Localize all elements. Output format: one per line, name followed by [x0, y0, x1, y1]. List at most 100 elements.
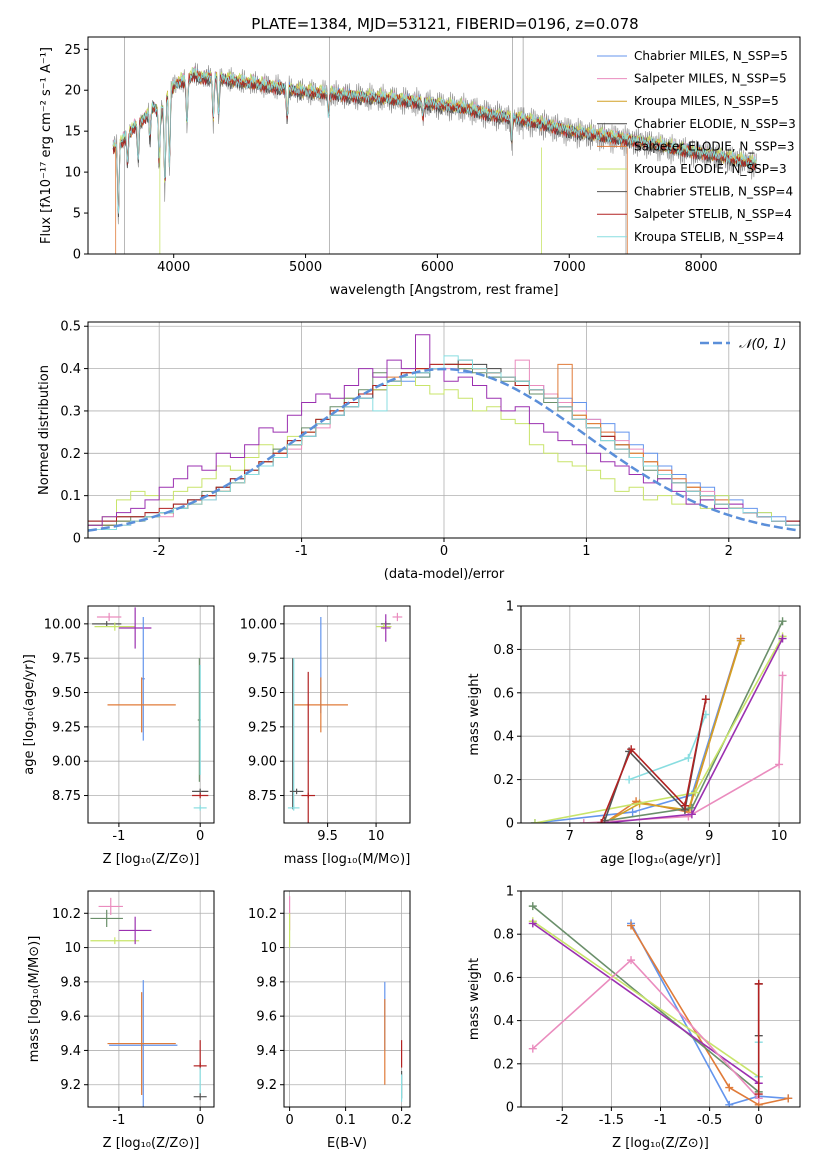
- plot-background: [284, 606, 410, 823]
- x-tick-label: 2: [725, 544, 733, 559]
- y-tick-label: 5: [73, 207, 81, 222]
- x-tick-label: -0.5: [697, 1113, 722, 1128]
- x-tick-label: -1: [295, 544, 308, 559]
- x-tick-label: 0: [755, 1113, 763, 1128]
- y-tick-label: 0: [506, 817, 514, 832]
- x-tick-label: 10: [771, 829, 788, 844]
- x-tick-label: -2: [556, 1113, 569, 1128]
- data-point: [193, 1093, 207, 1101]
- weight-marker: [778, 671, 787, 680]
- y-tick-label: 20: [64, 84, 81, 99]
- age-vs-mass-axes: 9.5 10 8.75 9.00 9.25 9.50 9.75 10.00 mass [log₁…: [240, 605, 411, 867]
- x-axis-label: E(B-V): [327, 1136, 367, 1151]
- weight-vs-age-axes: 7 8 9 10 0 0.2 0.4 0.6 0.8 1 age [log₁₀(age/yr)] ma…: [467, 600, 801, 867]
- axes-spine: [283, 605, 411, 824]
- data-point: [118, 607, 152, 649]
- y-tick-label: 0: [506, 1101, 514, 1116]
- y-tick-label: 9.2: [256, 1078, 277, 1093]
- x-tick-label: 0.2: [391, 1113, 412, 1128]
- weight-marker: [680, 801, 689, 810]
- data-point: [98, 897, 123, 915]
- weight-marker: [775, 760, 784, 769]
- data-point: [109, 980, 178, 1107]
- x-axis-label: age [log₁₀(age/yr)]: [600, 852, 721, 867]
- y-tick-label: 9.50: [248, 686, 277, 701]
- y-tick-label: 0.6: [493, 686, 514, 701]
- x-tick-label: -2: [153, 544, 166, 559]
- spectrum-legend: Chabrier MILES, N_SSP=5 Salpeter MILES, N…: [597, 49, 796, 244]
- axes-spine: [520, 605, 801, 824]
- x-axis-label: mass [log₁₀(M/M⊙)]: [284, 852, 411, 867]
- residual-histogram: [88, 376, 800, 526]
- axes-spine: [87, 36, 801, 255]
- x-tick-label: -1: [112, 829, 125, 844]
- plot-area: [112, 37, 757, 254]
- x-tick-label: 0: [440, 544, 448, 559]
- weight-marker: [627, 956, 636, 965]
- data-point: [287, 805, 300, 811]
- data-point: [380, 614, 391, 642]
- y-tick-label: 10: [260, 941, 277, 956]
- weight-series: [627, 921, 793, 1107]
- y-tick-label: 0.2: [493, 773, 514, 788]
- y-tick-label: 10.00: [44, 617, 81, 632]
- y-tick-label: 15: [64, 125, 81, 140]
- y-tick-label: 1: [506, 600, 514, 615]
- residual-histogram: [88, 334, 800, 526]
- weight-marker: [684, 753, 693, 762]
- data-point: [90, 909, 123, 927]
- plot-background: [284, 891, 410, 1107]
- x-tick-label: 6000: [421, 260, 454, 275]
- plot-background: [88, 891, 214, 1107]
- weight-line: [534, 638, 742, 823]
- plot-area: [92, 607, 209, 811]
- y-tick-label: 9.2: [60, 1078, 81, 1093]
- legend-label: Chabrier STELIB, N_SSP=4: [634, 185, 793, 199]
- data-point: [94, 622, 136, 631]
- y-tick-label: 9.6: [256, 1010, 277, 1025]
- y-tick-label: 0.8: [493, 643, 514, 658]
- legend-label: Salpeter MILES, N_SSP=5: [634, 72, 787, 86]
- weight-marker: [778, 634, 787, 643]
- y-tick-label: 9.25: [248, 720, 277, 735]
- gaussian-curve: [88, 367, 800, 532]
- weight-marker: [579, 819, 588, 823]
- plot-area: [289, 896, 403, 1102]
- y-tick-label: 10.2: [52, 907, 81, 922]
- y-tick-label: 0.5: [60, 320, 81, 335]
- weight-marker: [627, 921, 636, 930]
- axis-frame: 7 8 9 10 0 0.2 0.4 0.6 0.8 1 age [log₁₀(age/yr)] ma…: [467, 600, 801, 867]
- axis-frame: -1 0 9.2 9.4 9.6 9.8 10 10.2 Z [log₁₀(Z/Z⊙)] mass…: [27, 890, 215, 1151]
- axis-frame: 4000 5000 6000 7000 8000 0 5 10 15 20 25 wavelength…: [39, 36, 801, 298]
- weight-marker: [597, 819, 606, 823]
- axes-spine: [87, 605, 215, 824]
- y-tick-label: 8.75: [52, 789, 81, 804]
- y-tick-label: 0.4: [493, 730, 514, 745]
- x-tick-label: 9.5: [317, 829, 338, 844]
- y-tick-label: 9.00: [248, 755, 277, 770]
- x-axis-label: (data-model)/error: [384, 567, 505, 582]
- axis-frame: -2 -1 0 1 2 0 0.1 0.2 0.3 0.4 0.5 (data-model)/erro…: [37, 320, 801, 582]
- data-point: [96, 612, 122, 622]
- weight-marker: [701, 695, 710, 704]
- y-tick-label: 9.75: [52, 652, 81, 667]
- weight-line: [532, 920, 760, 1078]
- weight-line: [630, 925, 789, 1106]
- y-tick-label: 9.50: [52, 686, 81, 701]
- plot-background: [88, 606, 214, 823]
- weight-marker: [628, 808, 637, 817]
- x-tick-label: -1: [654, 1113, 667, 1128]
- weight-series: [528, 956, 763, 1103]
- y-tick-label: 9.8: [256, 975, 277, 990]
- weight-marker: [530, 819, 539, 823]
- y-tick-label: 9.25: [52, 720, 81, 735]
- weight-line: [600, 699, 707, 823]
- plot-area: [287, 612, 403, 823]
- axes-spine: [283, 890, 411, 1108]
- x-tick-label: 7: [566, 829, 574, 844]
- axis-frame: 9.5 10 8.75 9.00 9.25 9.50 9.75 10.00 mass [log₁…: [240, 605, 411, 867]
- plot-area: [528, 902, 793, 1107]
- legend-label: Kroupa STELIB, N_SSP=4: [634, 230, 784, 244]
- weight-marker: [725, 1100, 734, 1107]
- weight-line: [604, 640, 742, 823]
